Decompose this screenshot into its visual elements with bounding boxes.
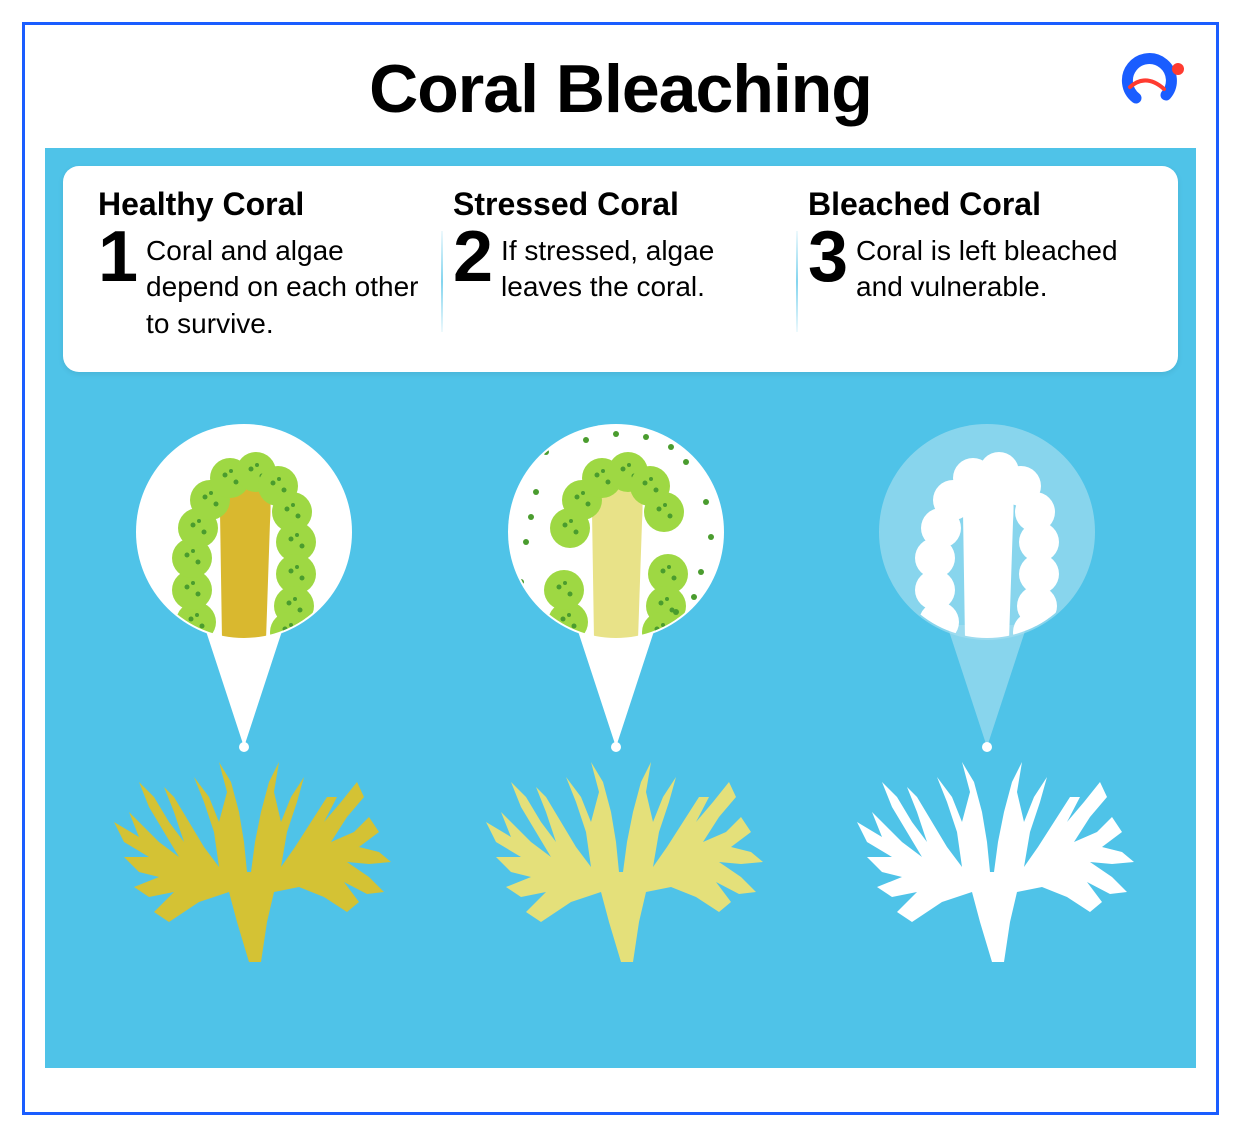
- diagram-row: [63, 402, 1178, 962]
- infographic-frame: Coral Bleaching Healthy Coral 1 Coral an…: [22, 22, 1219, 1115]
- stage-number: 1: [98, 229, 138, 342]
- coral-diagram-bleached: [812, 402, 1172, 962]
- stage-number: 2: [453, 229, 493, 306]
- coral-diagram-stressed: [441, 402, 801, 962]
- stage-title: Bleached Coral: [808, 186, 1143, 223]
- stage-description: Coral is left bleached and vulner­able.: [856, 229, 1143, 306]
- stage-description: Coral and algae depend on each other to …: [146, 229, 433, 342]
- stage-description: If stressed, algae leaves the coral.: [501, 229, 788, 306]
- stage-healthy: Healthy Coral 1 Coral and algae depend o…: [88, 186, 443, 342]
- stage-bleached: Bleached Coral 3 Coral is left bleached …: [798, 186, 1153, 342]
- stage-title: Healthy Coral: [98, 186, 433, 223]
- stage-stressed: Stressed Coral 2 If stressed, algae leav…: [443, 186, 798, 342]
- diagram-bleached: [806, 402, 1178, 962]
- stage-number: 3: [808, 229, 848, 306]
- diagram-stressed: [435, 402, 807, 962]
- stage-title: Stressed Coral: [453, 186, 788, 223]
- ocean-background: Healthy Coral 1 Coral and algae depend o…: [45, 148, 1196, 1068]
- coral-diagram-healthy: [69, 402, 429, 962]
- stages-card: Healthy Coral 1 Coral and algae depend o…: [63, 166, 1178, 372]
- main-title: Coral Bleaching: [25, 25, 1216, 148]
- diagram-healthy: [63, 402, 435, 962]
- brand-logo: [1116, 53, 1186, 113]
